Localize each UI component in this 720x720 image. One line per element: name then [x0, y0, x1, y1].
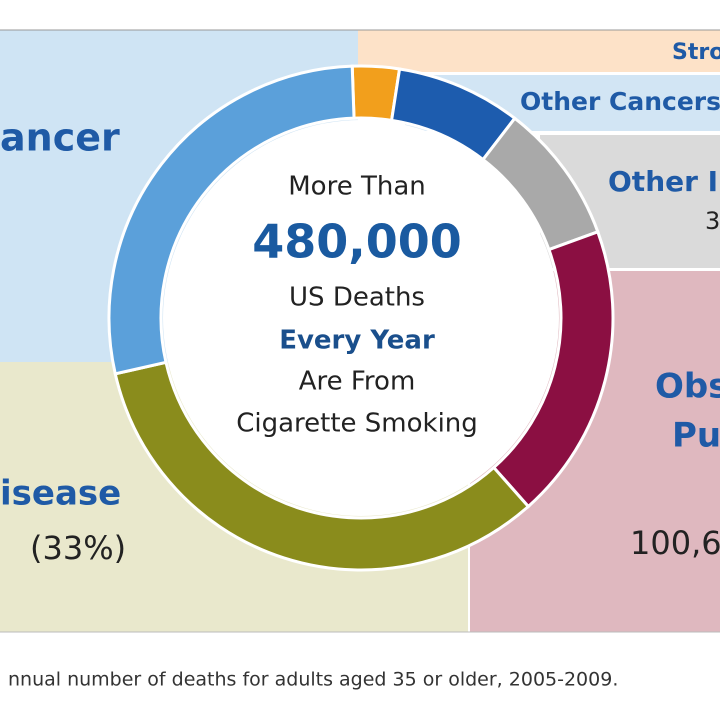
center-text: More Than	[288, 172, 426, 202]
center-text: Every Year	[279, 326, 435, 356]
category-label: ancer	[0, 116, 120, 160]
category-label: isease	[0, 474, 121, 514]
count-label: 100,6	[630, 524, 720, 562]
category-label: Pu	[672, 416, 720, 456]
center-text: 480,000	[252, 215, 462, 269]
category-label: Other Cancers	[520, 87, 720, 116]
category-label: Stro	[672, 40, 720, 65]
donut-segment	[107, 64, 356, 376]
count-label: 3	[705, 207, 720, 235]
center-text: Are From	[299, 367, 416, 397]
center-text: Cigarette Smoking	[236, 409, 478, 439]
footnote: nnual number of deaths for adults aged 3…	[8, 669, 618, 691]
panel-stroke	[358, 30, 720, 72]
center-text: US Deaths	[289, 283, 425, 313]
center-disc	[163, 120, 559, 516]
category-label: Other I	[608, 165, 718, 198]
value-label: (33%)	[30, 529, 126, 567]
category-label: Obs	[655, 367, 720, 407]
